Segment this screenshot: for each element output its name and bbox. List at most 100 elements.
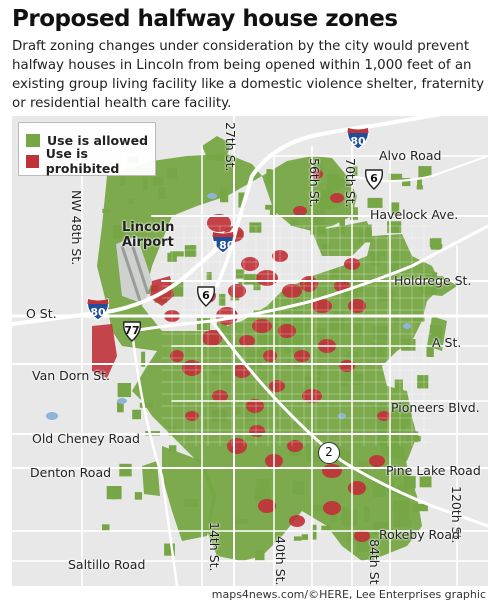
allowed-parcel: [212, 409, 227, 422]
allowed-parcel: [406, 431, 419, 443]
allowed-parcel: [368, 545, 375, 561]
allowed-parcel: [134, 492, 143, 500]
allowed-parcel: [429, 238, 442, 248]
allowed-parcel: [102, 524, 110, 531]
allowed-parcel: [402, 178, 411, 187]
allowed-parcel: [218, 293, 226, 306]
label-84th: 84th St.: [367, 539, 382, 586]
label-alvo-road: Alvo Road: [379, 148, 442, 163]
allowed-zone-3: [162, 446, 217, 541]
allowed-parcel: [220, 187, 229, 203]
prohibited-zone-33: [289, 515, 305, 527]
prohibited-zone-7: [312, 299, 332, 313]
allowed-parcel: [339, 217, 345, 234]
allowed-parcel: [310, 504, 326, 512]
allowed-parcel: [430, 325, 443, 339]
airport-runway: [130, 243, 150, 295]
prohibited-zone-32: [258, 499, 276, 513]
allowed-parcel: [417, 178, 422, 186]
allowed-parcel: [253, 275, 261, 291]
water-body-0: [46, 412, 58, 420]
us-77-number: 77: [124, 324, 140, 337]
allowed-parcel: [393, 315, 400, 325]
prohibited-zone-10: [228, 284, 246, 298]
allowed-parcel: [295, 296, 304, 305]
prohibited-zone-34: [323, 501, 341, 515]
allowed-parcel: [312, 524, 317, 540]
interstate-shield-icon: [211, 231, 235, 254]
allowed-parcel: [164, 543, 175, 556]
prohibited-zone-9: [348, 299, 366, 313]
label-old-cheney: Old Cheney Road: [32, 431, 140, 446]
allowed-parcel: [113, 225, 127, 239]
label-14th: 14th St.: [207, 522, 222, 572]
airport-label: Lincoln Airport: [122, 220, 174, 250]
allowed-parcel: [391, 202, 400, 218]
allowed-parcel: [347, 531, 359, 543]
prohibited-zone-45: [185, 411, 199, 421]
allowed-parcel: [153, 177, 163, 186]
prohibited-zone-30: [369, 455, 385, 467]
allowed-parcel: [315, 328, 326, 338]
allowed-parcel: [184, 499, 198, 507]
allowed-parcel: [235, 407, 241, 415]
prohibited-zone-2: [241, 257, 259, 271]
legend-label-allowed: Use is allowed: [47, 132, 149, 148]
prohibited-zone-38: [293, 206, 307, 216]
allowed-parcel: [393, 500, 410, 516]
prohibited-zone-37: [330, 193, 344, 203]
allowed-zone-10: [312, 186, 342, 211]
allowed-parcel: [320, 196, 327, 203]
allowed-parcel: [278, 333, 294, 344]
interstate-180-number: 180: [211, 239, 235, 252]
allowed-parcel: [142, 237, 152, 244]
allowed-parcel: [351, 373, 364, 385]
prohibited-zone-6: [300, 276, 318, 292]
label-holdrege: Holdrege St.: [394, 273, 472, 288]
allowed-parcel: [102, 208, 112, 213]
allowed-parcel: [211, 368, 224, 376]
us-6-east-shield: 6: [363, 168, 385, 190]
allowed-parcel: [390, 264, 403, 274]
prohibited-zone-25: [249, 425, 265, 437]
map-canvas: [12, 116, 488, 586]
allowed-parcel: [287, 358, 301, 367]
allowed-parcel: [321, 244, 330, 251]
label-a-street: A St.: [432, 335, 462, 350]
legend-item-allowed: Use is allowed: [26, 131, 148, 149]
allowed-parcel: [234, 519, 249, 524]
prohibited-zone-16: [294, 350, 310, 362]
allowed-parcel: [119, 463, 132, 477]
allowed-parcel: [141, 351, 146, 367]
allowed-parcel: [354, 323, 362, 337]
interstate-80-north-shield: 80: [345, 126, 371, 150]
allowed-parcel: [377, 439, 392, 444]
allowed-parcel: [371, 342, 385, 357]
allowed-parcel: [168, 445, 177, 452]
allowed-parcel: [327, 174, 340, 190]
allowed-parcel: [266, 169, 272, 185]
allowed-parcel: [373, 326, 388, 340]
map[interactable]: Use is allowed Use is prohibited Lincoln…: [12, 116, 488, 586]
allowed-parcel: [170, 251, 184, 257]
label-nw48th: NW 48th St.: [69, 190, 84, 266]
allowed-parcel: [310, 218, 326, 235]
allowed-parcel: [269, 204, 277, 217]
allowed-parcel: [301, 534, 308, 540]
allowed-parcel: [414, 435, 421, 442]
allowed-parcel: [292, 480, 305, 495]
water-body-1: [207, 193, 217, 199]
allowed-parcel: [393, 250, 402, 265]
allowed-parcel: [386, 417, 403, 425]
interstate-80-west-number: 80: [90, 306, 106, 319]
allowed-parcel: [206, 396, 218, 408]
allowed-parcel: [249, 222, 262, 233]
allowed-parcel: [381, 427, 392, 435]
allowed-parcel: [128, 199, 134, 204]
prohibited-zone-15: [278, 324, 296, 338]
allowed-parcel: [367, 197, 383, 208]
state-highway-2-marker: 2: [318, 442, 340, 464]
allowed-parcel: [184, 245, 197, 257]
label-van-dorn: Van Dorn St.: [32, 368, 111, 383]
us-route-shield-icon: [364, 169, 384, 190]
